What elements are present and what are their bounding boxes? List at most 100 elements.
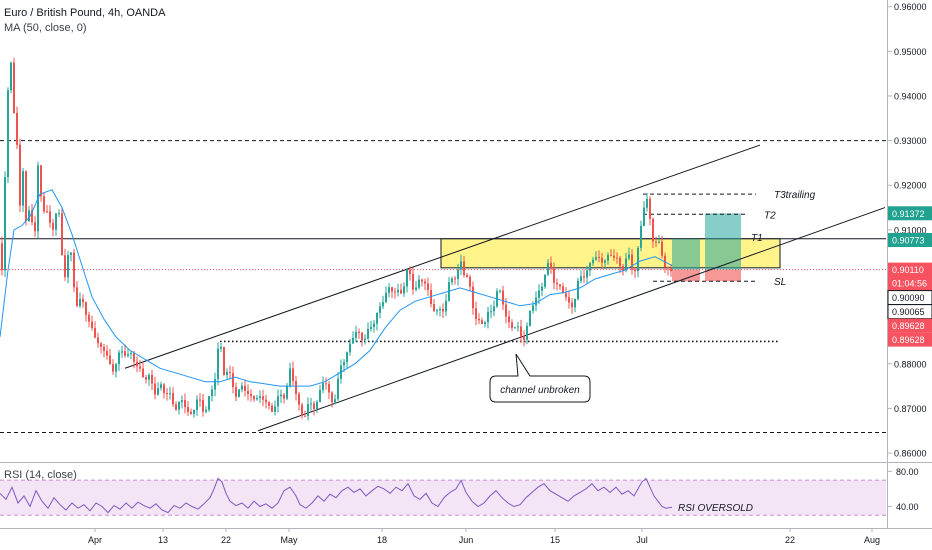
candle-body <box>88 314 90 322</box>
candle-body <box>520 326 522 337</box>
candle-body <box>283 394 285 399</box>
candle-body <box>16 113 18 145</box>
candle-body <box>28 210 30 222</box>
candle-body <box>271 405 273 412</box>
candle-body <box>79 299 81 306</box>
candle-body <box>7 90 9 178</box>
channel-upper-line <box>124 144 761 369</box>
candle-body <box>463 261 465 275</box>
target-label-t2: T2 <box>764 210 776 221</box>
candle-body <box>217 348 219 380</box>
candle-body <box>196 399 198 410</box>
time-tick-label: 15 <box>550 535 560 545</box>
candle-body <box>73 252 75 288</box>
candle-body <box>466 274 468 277</box>
candle-body <box>421 279 423 282</box>
position-1-stop-box <box>672 269 700 282</box>
candle-body <box>400 289 402 294</box>
candle-body <box>439 308 441 311</box>
candle-body <box>583 276 585 278</box>
candle-body <box>670 268 672 272</box>
target-label-sl: SL <box>774 277 786 288</box>
candle-body <box>49 211 51 223</box>
candle-body <box>334 399 336 403</box>
price-label-7: 0.89628 <box>888 332 932 347</box>
candle-body <box>505 304 507 317</box>
price-label-2: 0.90773 <box>888 233 932 248</box>
candle-body <box>541 286 543 291</box>
position-2-stop-box <box>705 269 741 282</box>
candle-body <box>598 257 600 259</box>
candle-body <box>253 396 255 400</box>
candle-body <box>535 297 537 306</box>
candle-body <box>562 286 564 294</box>
candle-body <box>661 241 663 256</box>
candle-body <box>67 254 69 278</box>
candle-body <box>526 325 528 340</box>
candle-body <box>418 279 420 288</box>
candle-body <box>241 385 243 390</box>
candle-body <box>106 351 108 356</box>
candle-body <box>205 409 207 412</box>
candle-body <box>451 278 453 283</box>
candle-body <box>109 355 111 365</box>
price-label-text: 0.90090 <box>892 293 925 303</box>
candle-body <box>256 398 258 400</box>
candle-body <box>154 383 156 395</box>
candle-body <box>490 311 492 313</box>
candle-body <box>235 387 237 397</box>
price-label-box <box>888 262 932 291</box>
candle-body <box>76 287 78 306</box>
price-tick-label: 0.93000 <box>894 136 927 146</box>
candle-body <box>481 320 483 324</box>
candle-body <box>112 364 114 372</box>
target-label-t1: T1 <box>751 233 763 244</box>
candle-body <box>631 254 633 270</box>
candle-body <box>343 361 345 366</box>
ma-legend: MA (50, close, 0) <box>4 22 87 34</box>
candle-body <box>595 257 597 260</box>
candle-body <box>160 384 162 389</box>
candle-body <box>559 284 561 287</box>
candle-body <box>487 311 489 323</box>
time-tick-label: Jun <box>459 535 474 545</box>
rsi-band <box>0 480 886 516</box>
candle-body <box>445 300 447 312</box>
candle-body <box>301 404 303 416</box>
candle-body <box>220 346 222 349</box>
candle-body <box>94 327 96 338</box>
candle-body <box>4 177 6 271</box>
candle-body <box>64 255 66 278</box>
candle-body <box>493 306 495 312</box>
candle-body <box>658 241 660 243</box>
candle-body <box>472 286 474 309</box>
candle-body <box>187 407 189 412</box>
candle-body <box>619 257 621 267</box>
time-tick-label: Apr <box>88 535 102 545</box>
candle-body <box>478 318 480 321</box>
candle-body <box>70 252 72 255</box>
candle-body <box>274 406 276 412</box>
candle-body <box>268 402 270 406</box>
candle-body <box>151 374 153 384</box>
candle-body <box>358 331 360 333</box>
candle-body <box>100 343 102 347</box>
candle-body <box>613 255 615 258</box>
candle-body <box>211 389 213 397</box>
rsi-oversold-label: RSI OVERSOLD <box>678 503 753 514</box>
candle-body <box>277 396 279 407</box>
candle-body <box>409 269 411 275</box>
candle-body <box>10 62 12 91</box>
candle-body <box>259 396 261 399</box>
candle-body <box>517 326 519 328</box>
candle-body <box>184 400 186 408</box>
candle-body <box>454 278 456 280</box>
candle-body <box>544 274 546 287</box>
candle-body <box>280 394 282 397</box>
candle-body <box>376 312 378 324</box>
candle-body <box>502 290 504 305</box>
candle-body <box>133 352 135 362</box>
candle-body <box>532 305 534 311</box>
candle-body <box>625 258 627 271</box>
